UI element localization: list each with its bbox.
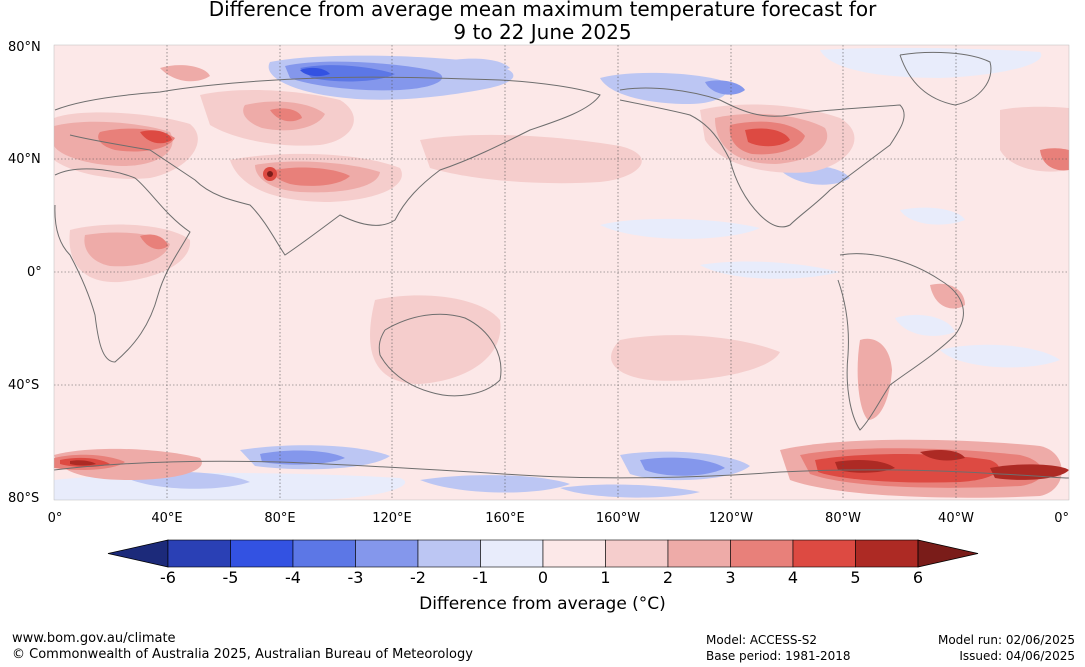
colorbar-extend-low	[107, 539, 169, 568]
colorbar-label: Difference from average (°C)	[419, 594, 666, 614]
antarctica-outline	[54, 460, 1069, 479]
colorbar-tick-label: 1	[600, 568, 611, 587]
colorbar-swatch	[480, 539, 544, 568]
map-title: Difference from average mean maximum tem…	[0, 0, 1085, 44]
lon-label-80w: 80°W	[825, 511, 861, 526]
colorbar-tick-label: 6	[912, 568, 924, 587]
lat-label-40n: 40°N	[8, 152, 41, 167]
lat-label-0: 0°	[27, 265, 42, 280]
australia-outline	[378, 313, 502, 397]
colorbar-swatch	[230, 539, 294, 568]
lon-label-40e: 40°E	[151, 511, 183, 526]
africa-outline	[54, 168, 191, 363]
colorbar-tick-label: -4	[285, 568, 301, 587]
lat-label-80s: 80°S	[8, 491, 40, 506]
colorbar-swatch	[167, 539, 231, 568]
colorbar-swatch	[792, 539, 856, 568]
lon-label-80e: 80°E	[264, 511, 296, 526]
colorbar-tick-label: 4	[787, 568, 799, 587]
colorbar-swatch	[417, 539, 481, 568]
colorbar-tick-label: 2	[662, 568, 674, 587]
colorbar-tick-label: -2	[410, 568, 426, 587]
colorbar-swatch	[605, 539, 669, 568]
lon-label-120e: 120°E	[372, 511, 412, 526]
footer-model: Model: ACCESS-S2	[706, 633, 818, 647]
colorbar-tick-label: -5	[222, 568, 239, 587]
graticule	[54, 45, 1069, 500]
lon-label-160w: 160°W	[595, 511, 641, 526]
lat-label-40s: 40°S	[8, 378, 40, 393]
colorbar-tick-label: -1	[472, 568, 489, 587]
colorbar-tick-label: 5	[850, 568, 861, 587]
coastlines	[54, 51, 1069, 479]
greenland-outline	[899, 51, 992, 106]
map-title-line2: 9 to 22 June 2025	[453, 20, 632, 44]
colorbar-tick-label: 0	[537, 568, 549, 587]
map-title-line1: Difference from average mean maximum tem…	[208, 0, 877, 21]
lon-label-120w: 120°W	[708, 511, 754, 526]
lon-label-160e: 160°E	[485, 511, 525, 526]
footer-base-period: Base period: 1981-2018	[706, 649, 851, 663]
colorbar-swatch	[667, 539, 731, 568]
colorbar-swatch	[355, 539, 419, 568]
footer-copyright: © Commonwealth of Australia 2025, Austra…	[12, 647, 473, 662]
colorbar-tick-label: -3	[347, 568, 364, 587]
colorbar-tick-label: -6	[160, 568, 176, 587]
footer-model-run: Model run: 02/06/2025	[937, 633, 1075, 647]
footer-url: www.bom.gov.au/climate	[12, 631, 176, 646]
lon-label-0-right: 0°	[1054, 511, 1069, 526]
footer-issued: Issued: 04/06/2025	[959, 649, 1075, 663]
colorbar-extend-high	[917, 539, 979, 568]
lat-label-80n: 80°N	[8, 40, 41, 55]
colorbar-tick-label: 3	[725, 568, 736, 587]
lon-label-40w: 40°W	[938, 511, 974, 526]
south-america-outline	[837, 253, 964, 431]
colorbar-swatch	[730, 539, 794, 568]
europe-asia-outline	[54, 76, 601, 256]
colorbar-swatch	[855, 539, 919, 568]
colorbar-swatch	[542, 539, 606, 568]
colorbar-swatch	[292, 539, 356, 568]
north-america-outline	[619, 87, 905, 228]
lon-label-0-left: 0°	[47, 511, 63, 526]
